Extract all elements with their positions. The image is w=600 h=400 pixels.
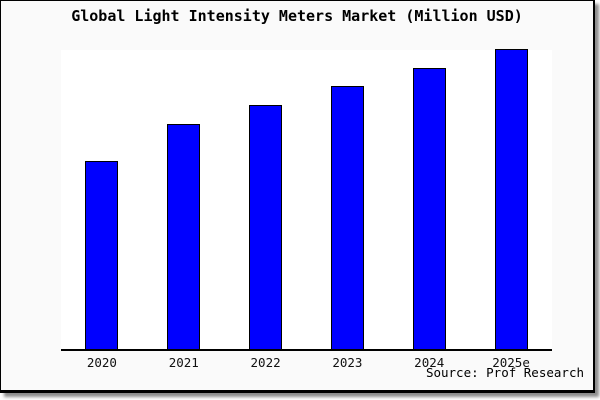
bar-2022 — [249, 105, 283, 349]
plot-area — [61, 49, 552, 351]
bar-2021 — [167, 123, 201, 349]
chart-title: Global Light Intensity Meters Market (Mi… — [71, 7, 523, 25]
x-tick-label-2025e: 2025e — [492, 355, 530, 370]
source-credit: Source: Prof Research — [425, 365, 584, 380]
bar-2020 — [85, 161, 119, 349]
bar-slot-2025e — [470, 49, 552, 349]
bar-2024 — [412, 67, 446, 349]
bar-slot-2021 — [143, 50, 225, 349]
bar-2025e — [494, 49, 528, 349]
bar-slot-2024 — [388, 50, 470, 349]
x-tick-label-2022: 2022 — [250, 355, 281, 370]
chart-card: Global Light Intensity Meters Market (Mi… — [0, 0, 595, 393]
x-tick-label-2024: 2024 — [414, 355, 445, 370]
x-tick-label-2021: 2021 — [168, 355, 199, 370]
x-axis: 2020 2021 2022 2023 2024 2025e — [61, 355, 552, 370]
bar-slot-2023 — [306, 50, 388, 349]
bar-slot-2020 — [61, 50, 143, 349]
x-tick-label-2020: 2020 — [86, 355, 117, 370]
bar-2023 — [330, 86, 364, 349]
bar-slot-2022 — [225, 50, 307, 349]
x-tick-label-2023: 2023 — [332, 355, 363, 370]
